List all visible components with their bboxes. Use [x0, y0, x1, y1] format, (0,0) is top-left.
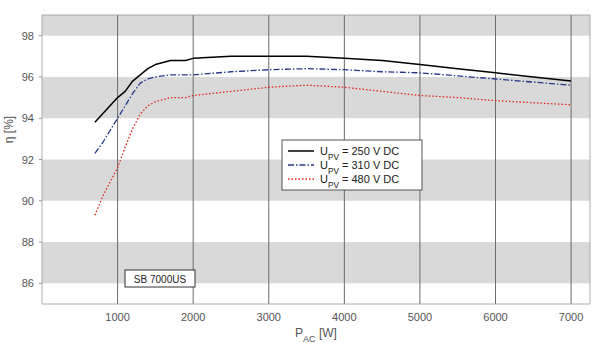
series-group [95, 56, 571, 215]
legend: UPV = 250 V DCUPV = 310 V DCUPV = 480 V … [282, 140, 422, 190]
x-tick-label: 7000 [559, 311, 583, 323]
y-tick-label: 98 [22, 30, 34, 42]
text-part: P [295, 326, 303, 340]
text-part: U [320, 145, 328, 157]
y-axis-label: η [%] [2, 116, 16, 143]
grid-line [571, 15, 572, 304]
legend-swatch [288, 178, 314, 180]
tick-mark [39, 118, 42, 119]
x-tick-label: 1000 [105, 311, 129, 323]
y-tick-label: 92 [22, 154, 34, 166]
series-line [95, 85, 571, 215]
tick-mark [39, 76, 42, 77]
text-part: = 480 V DC [339, 173, 399, 185]
series-line [95, 56, 571, 122]
tick-mark [39, 242, 42, 243]
annotation-text: SB 7000US [134, 274, 187, 285]
text-part: = 310 V DC [339, 159, 399, 171]
text-sub: PV [328, 153, 340, 162]
grid-band [42, 242, 590, 283]
grid-band [42, 77, 590, 118]
grid-line [495, 15, 496, 304]
legend-swatch [288, 164, 314, 166]
tick-mark [39, 283, 42, 284]
x-tick-label: 5000 [408, 311, 432, 323]
y-tick-label: 94 [22, 112, 34, 124]
grid-line [117, 15, 118, 304]
x-tick-label: 2000 [181, 311, 205, 323]
y-tick-label: 86 [22, 277, 34, 289]
y-tick-label: 88 [22, 236, 34, 248]
text-part: U [320, 173, 328, 185]
annotation-box [125, 270, 195, 287]
y-tick-label: 96 [22, 71, 34, 83]
text-part: [W] [316, 326, 337, 340]
x-axis-label: PAC [W] [295, 326, 337, 343]
x-tick-label: 3000 [257, 311, 281, 323]
annotation: SB 7000US [125, 270, 195, 287]
legend-box [282, 140, 422, 190]
text-sub: PV [328, 167, 340, 176]
grid-line [268, 15, 269, 304]
text-sub: PV [328, 181, 340, 190]
legend-label: UPV = 480 V DC [320, 173, 399, 190]
plot-frame [42, 15, 590, 304]
text-part: U [320, 159, 328, 171]
text-sub: AC [303, 334, 316, 343]
x-tick-label: 4000 [332, 311, 356, 323]
x-tick-label: 6000 [483, 311, 507, 323]
chart: 86 88 90 92 94 96 98 1000 2000 3000 4000 5000 6000 70… [0, 0, 600, 343]
y-tick-label: 90 [22, 195, 34, 207]
text-part: = 250 V DC [339, 145, 399, 157]
tick-mark [39, 159, 42, 160]
legend-swatch [288, 150, 314, 152]
tick-mark [39, 35, 42, 36]
grid-band [42, 15, 590, 36]
tick-mark [39, 200, 42, 201]
